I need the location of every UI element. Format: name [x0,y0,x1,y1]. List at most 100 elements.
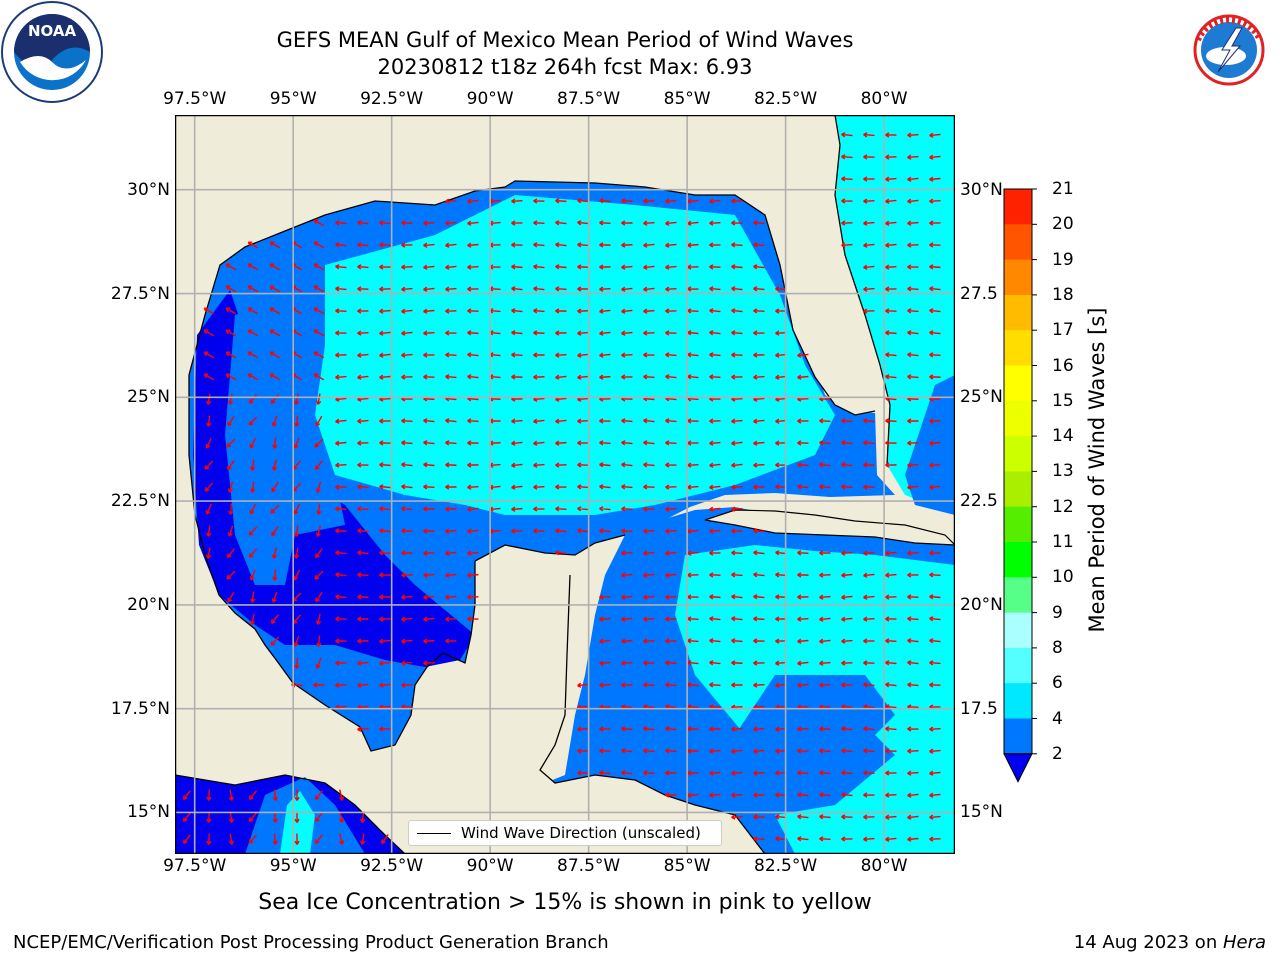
wind-wave-arrow [731,638,743,644]
wind-wave-arrow [533,528,545,534]
wind-wave-arrow [709,242,721,248]
wind-wave-arrow [577,484,589,490]
wind-wave-arrow [665,682,677,688]
wind-wave-arrow [819,418,831,424]
wind-wave-arrow [841,638,853,644]
wind-wave-arrow [819,462,831,468]
wind-wave-arrow [401,220,413,226]
wind-wave-arrow [621,506,633,512]
wind-wave-arrow [533,352,545,358]
wind-wave-arrow [907,638,919,644]
wind-wave-arrow [401,616,413,622]
wind-wave-arrow [863,726,875,732]
wind-wave-arrow [511,264,523,270]
wind-wave-arrow [687,528,699,534]
wind-wave-arrow [335,594,347,600]
wind-wave-arrow [929,198,941,204]
gulf-core [315,195,835,515]
wind-wave-arrow [753,814,765,820]
wind-wave-arrow [401,528,413,534]
wind-wave-arrow [445,616,457,622]
wind-wave-arrow [665,374,677,380]
wind-wave-arrow [445,198,457,204]
wind-wave-arrow [599,506,611,512]
wind-wave-arrow [929,484,941,490]
wind-wave-arrow [863,440,875,446]
wind-wave-arrow [753,308,765,314]
wind-wave-arrow [753,550,765,556]
wind-wave-arrow [621,330,633,336]
wind-wave-arrow [249,613,256,625]
wind-wave-arrow [907,198,919,204]
wind-wave-arrow [775,418,787,424]
wind-wave-arrow [709,594,721,600]
wind-wave-arrow [687,484,699,490]
wind-wave-arrow [314,812,324,822]
wind-wave-arrow [423,242,435,248]
wind-wave-arrow [753,242,765,248]
wind-wave-arrow [709,770,721,776]
lon-tick-top: 87.5°W [557,89,621,109]
wind-wave-arrow [401,572,413,578]
chart-title: GEFS MEAN Gulf of Mexico Mean Period of … [276,28,854,52]
wind-wave-arrow [819,682,831,688]
wind-wave-arrow [621,374,633,380]
wind-wave-arrow [335,308,347,314]
wind-wave-arrow [423,660,435,666]
lon-tick-top: 95°W [269,89,317,109]
wind-wave-arrow [271,482,279,493]
lon-tick-bottom: 87.5°W [557,856,621,876]
wind-wave-arrow [335,352,347,358]
wind-wave-arrow [379,572,391,578]
wind-wave-arrow [885,330,897,336]
wind-wave-arrow [753,638,765,644]
colorbar-label: Mean Period of Wind Waves [s] [1085,307,1109,633]
wind-wave-arrow [775,814,787,820]
wind-wave-arrow [665,308,677,314]
colorbar-tick: 21 [1052,179,1074,199]
wind-wave-arrow [731,506,743,512]
colorbar-segment [1004,400,1032,437]
wind-wave-arrow [599,198,611,204]
wind-wave-arrow [511,198,523,204]
wind-wave-arrow [709,572,721,578]
wind-wave-arrow [271,591,278,603]
wind-wave-arrow [555,264,567,270]
wind-wave-arrow [294,789,300,801]
wind-wave-arrow [731,550,743,556]
wind-wave-arrow [709,792,721,798]
wind-wave-arrow [379,528,391,534]
wind-wave-arrow [665,770,677,776]
wind-wave-arrow [709,440,721,446]
wind-wave-arrow [907,308,919,314]
wind-wave-arrow [753,660,765,666]
coastline [175,115,891,854]
wind-wave-arrow [401,484,413,490]
wind-wave-arrow [731,770,743,776]
wind-wave-arrow [335,286,347,292]
wind-wave-arrow [445,374,457,380]
wind-wave-arrow [687,308,699,314]
wind-wave-arrow [314,790,324,800]
wind-wave-arrow [687,594,699,600]
wind-wave-arrow [599,286,611,292]
wind-wave-arrow [731,484,743,490]
gulf-west-mid [225,305,345,585]
graticule [175,115,955,854]
wind-wave-arrow [555,484,567,490]
wind-wave-arrow [775,638,787,644]
wind-wave-arrow [270,504,280,514]
wind-wave-arrow [907,374,919,380]
wind-wave-arrow [357,440,369,446]
wind-wave-arrow [687,726,699,732]
wind-wave-arrow [423,330,435,336]
wind-wave-arrow [555,220,567,226]
wind-wave-arrow [665,462,677,468]
wind-wave-arrow [929,616,941,622]
wind-wave-arrow [665,594,677,600]
wind-wave-arrow [379,638,391,644]
wind-wave-arrow [841,792,853,798]
wind-wave-arrow [315,591,323,603]
wind-wave-arrow [885,264,897,270]
wind-wave-arrow [907,572,919,578]
